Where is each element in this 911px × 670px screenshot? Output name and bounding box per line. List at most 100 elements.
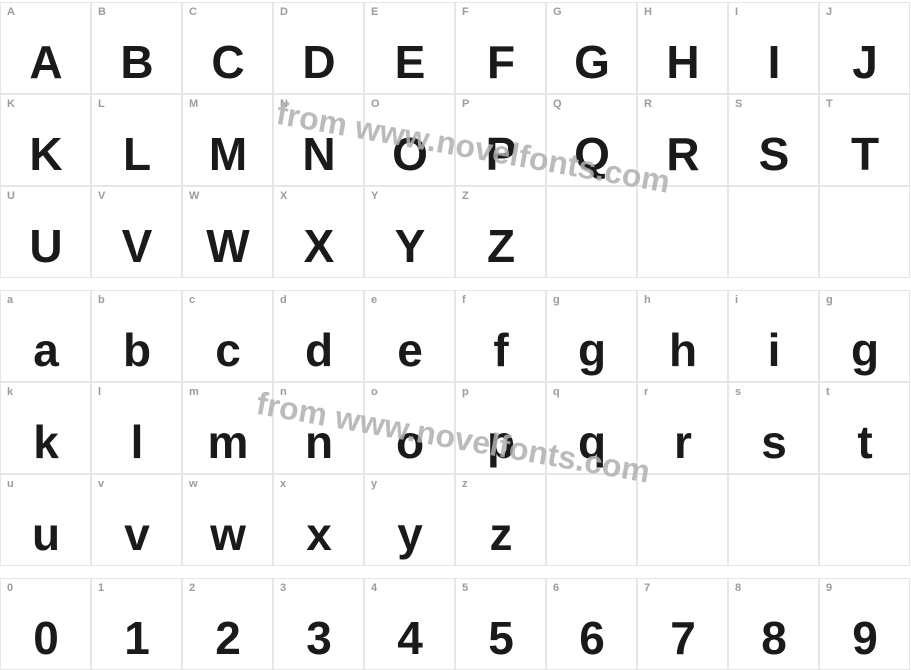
glyph-cell: DD — [273, 2, 364, 94]
glyph-cell: QQ — [546, 94, 637, 186]
glyph-cell — [819, 186, 910, 278]
glyph-cell: gg — [819, 290, 910, 382]
cell-label: W — [189, 190, 199, 202]
glyph: B — [92, 39, 181, 85]
glyph: g — [820, 327, 909, 373]
glyph: I — [729, 39, 818, 85]
cell-label: s — [735, 386, 741, 398]
glyph-cell: 11 — [91, 578, 182, 670]
glyph-row: kkllmmnnooppqqrrsstt — [0, 382, 911, 474]
glyph: Z — [456, 223, 545, 269]
glyph-cell — [819, 474, 910, 566]
glyph-cell: ZZ — [455, 186, 546, 278]
glyph-cell: 66 — [546, 578, 637, 670]
glyph: q — [547, 419, 636, 465]
cell-label: u — [7, 478, 14, 490]
cell-label: h — [644, 294, 651, 306]
glyph: M — [183, 131, 272, 177]
glyph-cell: cc — [182, 290, 273, 382]
glyph: N — [274, 131, 363, 177]
glyph: W — [183, 223, 272, 269]
cell-label: c — [189, 294, 195, 306]
glyph: w — [183, 511, 272, 557]
glyph: e — [365, 327, 454, 373]
cell-label: Z — [462, 190, 469, 202]
cell-label: d — [280, 294, 287, 306]
cell-label: f — [462, 294, 466, 306]
glyph: 2 — [183, 615, 272, 661]
glyph-cell: JJ — [819, 2, 910, 94]
row-spacer — [0, 566, 911, 578]
glyph: x — [274, 511, 363, 557]
cell-label: 0 — [7, 582, 13, 594]
cell-label: V — [98, 190, 105, 202]
glyph: r — [638, 419, 727, 465]
glyph: g — [547, 327, 636, 373]
glyph-cell: 88 — [728, 578, 819, 670]
glyph: 8 — [729, 615, 818, 661]
glyph-cell: kk — [0, 382, 91, 474]
glyph: o — [365, 419, 454, 465]
glyph: T — [820, 131, 909, 177]
cell-label: T — [826, 98, 833, 110]
glyph-row: UUVVWWXXYYZZ — [0, 186, 911, 278]
glyph: 7 — [638, 615, 727, 661]
cell-label: v — [98, 478, 104, 490]
glyph-cell: oo — [364, 382, 455, 474]
glyph: F — [456, 39, 545, 85]
glyph: c — [183, 327, 272, 373]
glyph-cell: II — [728, 2, 819, 94]
glyph: k — [1, 419, 90, 465]
glyph-cell: uu — [0, 474, 91, 566]
cell-label: N — [280, 98, 288, 110]
cell-label: z — [462, 478, 468, 490]
glyph-cell: FF — [455, 2, 546, 94]
cell-label: y — [371, 478, 377, 490]
glyph-cell — [637, 186, 728, 278]
glyph: b — [92, 327, 181, 373]
glyph: O — [365, 131, 454, 177]
glyph-cell: HH — [637, 2, 728, 94]
cell-label: p — [462, 386, 469, 398]
cell-label: k — [7, 386, 13, 398]
glyph-cell: ff — [455, 290, 546, 382]
glyph-cell: 33 — [273, 578, 364, 670]
cell-label: t — [826, 386, 830, 398]
glyph-row: uuvvwwxxyyzz — [0, 474, 911, 566]
cell-label: X — [280, 190, 287, 202]
glyph-cell: yy — [364, 474, 455, 566]
cell-label: 9 — [826, 582, 832, 594]
glyph: u — [1, 511, 90, 557]
cell-label: g — [826, 294, 833, 306]
cell-label: A — [7, 6, 15, 18]
glyph-cell: qq — [546, 382, 637, 474]
glyph-cell — [546, 474, 637, 566]
glyph-row: aabbccddeeffgghhiigg — [0, 290, 911, 382]
glyph: 3 — [274, 615, 363, 661]
glyph-cell: CC — [182, 2, 273, 94]
cell-label: w — [189, 478, 198, 490]
font-character-map: AABBCCDDEEFFGGHHIIJJKKLLMMNNOOPPQQRRSSTT… — [0, 0, 911, 668]
glyph-cell: ee — [364, 290, 455, 382]
cell-label: q — [553, 386, 560, 398]
cell-label: b — [98, 294, 105, 306]
cell-label: n — [280, 386, 287, 398]
glyph: X — [274, 223, 363, 269]
glyph: S — [729, 131, 818, 177]
cell-label: Y — [371, 190, 378, 202]
glyph-cell: RR — [637, 94, 728, 186]
glyph: V — [92, 223, 181, 269]
cell-label: 4 — [371, 582, 377, 594]
glyph-cell: WW — [182, 186, 273, 278]
glyph: D — [274, 39, 363, 85]
glyph-cell: NN — [273, 94, 364, 186]
glyph: H — [638, 39, 727, 85]
glyph-cell: EE — [364, 2, 455, 94]
cell-label: a — [7, 294, 13, 306]
glyph-cell: rr — [637, 382, 728, 474]
glyph-cell: gg — [546, 290, 637, 382]
cell-label: 2 — [189, 582, 195, 594]
cell-label: g — [553, 294, 560, 306]
cell-label: 6 — [553, 582, 559, 594]
glyph: C — [183, 39, 272, 85]
